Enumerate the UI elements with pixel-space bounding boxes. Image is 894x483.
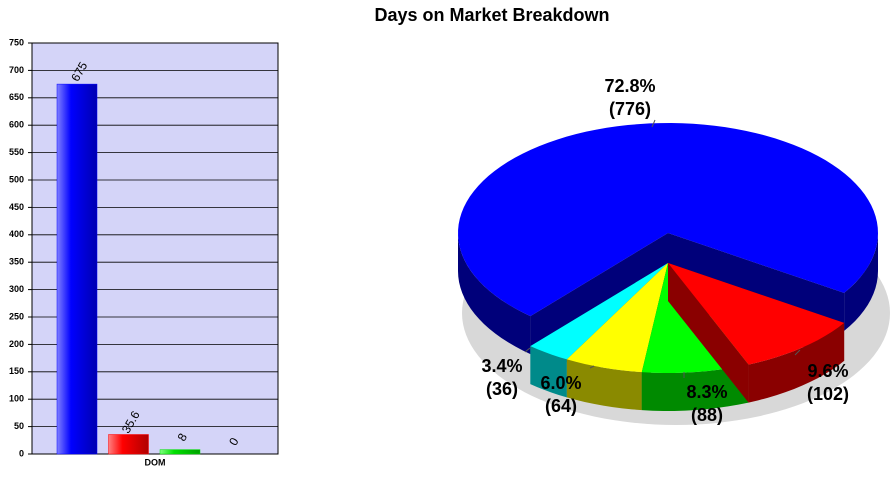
- pie-slice-side: [641, 364, 749, 411]
- y-tick-label: 200: [9, 339, 24, 349]
- y-tick-label: 450: [9, 202, 24, 212]
- percent-label: 72.8%: [604, 76, 655, 96]
- pie-slice: [566, 263, 668, 373]
- pie-slice-side: [566, 359, 642, 411]
- leader-line: [524, 347, 531, 353]
- y-tick-label: 350: [9, 257, 24, 267]
- value-label: (102): [807, 384, 849, 404]
- y-tick-label: 500: [9, 174, 24, 184]
- value-label: (64): [545, 396, 577, 416]
- leader-line: [589, 365, 595, 369]
- pie-slice-face: [530, 233, 668, 355]
- leader-line: [794, 349, 801, 356]
- y-tick-label: 650: [9, 92, 24, 102]
- pie-slice-side: [458, 233, 531, 355]
- pie-slice-side: [530, 346, 567, 398]
- pie-slice: [530, 263, 668, 360]
- pie-slice-side: [748, 322, 845, 403]
- percent-label: 3.4%: [481, 356, 522, 376]
- pie-slice-face: [668, 263, 749, 403]
- leader-line: [651, 119, 656, 128]
- value-label: (36): [486, 379, 518, 399]
- value-label: (88): [691, 405, 723, 425]
- y-tick-label: 250: [9, 311, 24, 321]
- y-tick-label: 300: [9, 284, 24, 294]
- y-tick-label: 0: [19, 448, 24, 458]
- value-label: (776): [609, 99, 651, 119]
- y-tick-label: 50: [14, 421, 24, 431]
- bar: [159, 449, 201, 455]
- pie-slice: [668, 263, 845, 365]
- y-tick-label: 550: [9, 147, 24, 157]
- y-tick-label: 150: [9, 366, 24, 376]
- pie-slice-side: [844, 233, 878, 331]
- y-tick-label: 100: [9, 394, 24, 404]
- y-tick-label: 700: [9, 65, 24, 75]
- chart-title: Days on Market Breakdown: [374, 5, 609, 25]
- pie-slice: [458, 123, 878, 317]
- pie-slice-face: [668, 233, 845, 331]
- y-tick-label: 600: [9, 120, 24, 130]
- y-tick-label: 750: [9, 37, 24, 47]
- bar: [108, 434, 149, 455]
- percent-label: 6.0%: [540, 373, 581, 393]
- percent-label: 8.3%: [686, 382, 727, 402]
- x-tick-label: DOM: [145, 457, 166, 467]
- y-tick-label: 400: [9, 229, 24, 239]
- percent-label: 9.6%: [807, 361, 848, 381]
- bar: [56, 83, 98, 455]
